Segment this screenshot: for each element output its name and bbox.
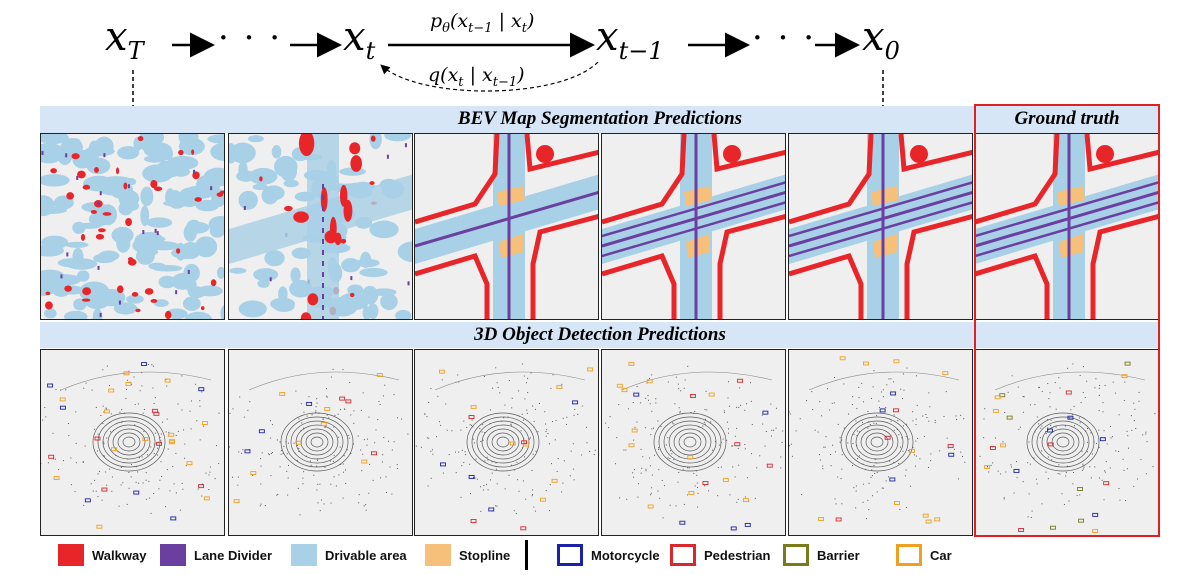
- legend-swatch: [896, 544, 922, 566]
- det-panel-ground-truth: [974, 349, 1159, 536]
- x-t-symbol: xt: [343, 14, 376, 65]
- legend-swatch: [291, 544, 317, 566]
- det-section-title: 3D Object Detection Predictions: [474, 324, 726, 345]
- bev-section-title: BEV Map Segmentation Predictions: [457, 108, 743, 129]
- bev-panel-x0: [788, 133, 973, 320]
- bev-band: [40, 106, 974, 133]
- dots-right: · · ·: [752, 18, 817, 58]
- bev-panel-step-4: [601, 133, 786, 320]
- det-panel-x0: [788, 349, 973, 536]
- legend-item-pedestrian: Pedestrian: [670, 542, 770, 568]
- legend-swatch: [160, 544, 186, 566]
- legend-item-barrier: Barrier: [783, 542, 860, 568]
- legend-swatch: [557, 544, 583, 566]
- gt-band: [976, 106, 1158, 133]
- legend-swatch: [783, 544, 809, 566]
- legend-item-stopline: Stopline: [425, 542, 510, 568]
- reverse-transition-label: q(xt | xt−1): [428, 64, 525, 90]
- forward-arrows: [132, 32, 884, 110]
- legend-item-car: Car: [896, 542, 952, 568]
- legend-label: Pedestrian: [704, 547, 771, 563]
- det-band: [40, 322, 974, 348]
- forward-transition-label: pθ(xt−1 | xt): [430, 10, 535, 36]
- legend-swatch: [670, 544, 696, 566]
- bev-panel-ground-truth: [974, 133, 1159, 320]
- legend-swatch: [58, 544, 84, 566]
- det-panel-step-3: [414, 349, 599, 536]
- legend-label: Lane Divider: [194, 547, 273, 563]
- bev-panel-step-3: [414, 133, 599, 320]
- ground-truth-title: Ground truth: [1014, 108, 1120, 129]
- legend-label: Drivable area: [325, 547, 407, 563]
- bev-panel-xT: [40, 133, 225, 320]
- dots-left: · · ·: [218, 18, 283, 58]
- legend-item-drivable-area: Drivable area: [291, 542, 407, 568]
- det-panel-step-4: [601, 349, 786, 536]
- x-T-symbol: xT: [105, 14, 144, 65]
- x-0-symbol: x0: [862, 14, 900, 65]
- bev-panel-step-2: [228, 133, 413, 320]
- legend-label: Car: [930, 547, 952, 563]
- det-gt-band: [976, 322, 1158, 348]
- legend-item-motorcycle: Motorcycle: [557, 542, 660, 568]
- legend-item-lane-divider: Lane Divider: [160, 542, 272, 568]
- legend-label: Walkway: [92, 547, 147, 563]
- legend-separator: [525, 540, 528, 570]
- legend-label: Stopline: [459, 547, 511, 563]
- det-panel-step-2: [228, 349, 413, 536]
- legend-item-walkway: Walkway: [58, 542, 146, 568]
- legend-swatch: [425, 544, 451, 566]
- x-t-minus-1-symbol: xt−1: [596, 14, 664, 65]
- legend-label: Motorcycle: [591, 547, 660, 563]
- det-panel-xT: [40, 349, 225, 536]
- legend-label: Barrier: [817, 547, 860, 563]
